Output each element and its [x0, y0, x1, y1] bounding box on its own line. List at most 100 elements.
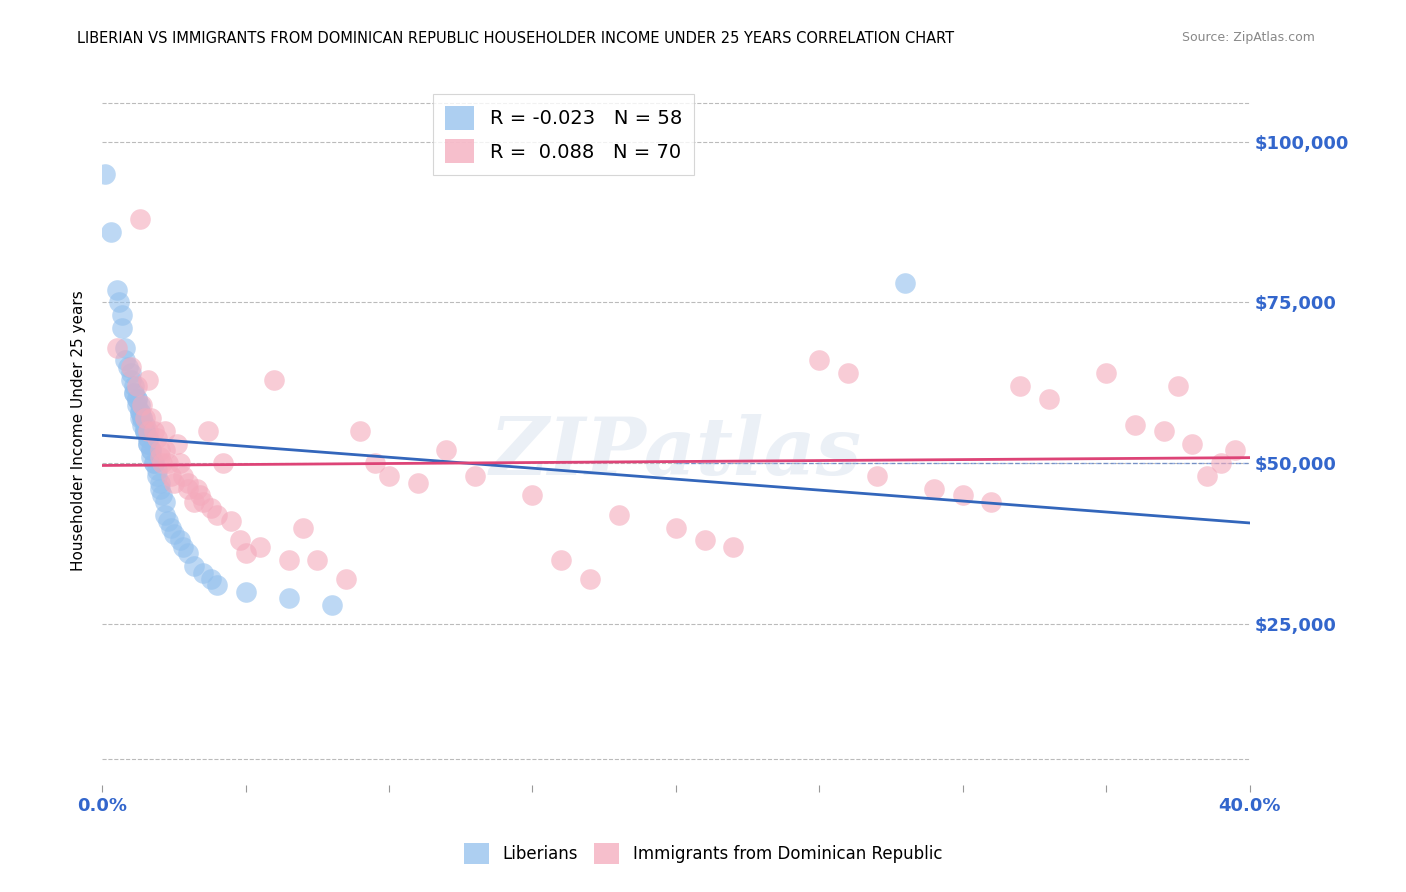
Point	[980, 495, 1002, 509]
Point	[152, 456, 174, 470]
Point	[166, 437, 188, 451]
Point	[134, 424, 156, 438]
Point	[122, 379, 145, 393]
Point	[142, 456, 165, 470]
Point	[177, 546, 200, 560]
Point	[105, 283, 128, 297]
Point	[128, 211, 150, 226]
Point	[155, 443, 177, 458]
Point	[894, 276, 917, 290]
Point	[157, 456, 180, 470]
Point	[155, 424, 177, 438]
Point	[134, 411, 156, 425]
Point	[235, 585, 257, 599]
Point	[188, 488, 211, 502]
Point	[579, 572, 602, 586]
Point	[117, 359, 139, 374]
Point	[136, 437, 159, 451]
Point	[522, 488, 544, 502]
Point	[191, 566, 214, 580]
Point	[249, 540, 271, 554]
Point	[131, 398, 153, 412]
Point	[111, 309, 134, 323]
Point	[1123, 417, 1146, 432]
Point	[136, 424, 159, 438]
Point	[148, 475, 170, 490]
Point	[263, 373, 285, 387]
Point	[125, 392, 148, 406]
Point	[1010, 379, 1032, 393]
Point	[1167, 379, 1189, 393]
Point	[139, 443, 162, 458]
Point	[125, 392, 148, 406]
Point	[205, 508, 228, 522]
Point	[183, 495, 205, 509]
Point	[148, 443, 170, 458]
Point	[197, 424, 219, 438]
Legend: Liberians, Immigrants from Dominican Republic: Liberians, Immigrants from Dominican Rep…	[457, 837, 949, 871]
Point	[139, 450, 162, 464]
Text: LIBERIAN VS IMMIGRANTS FROM DOMINICAN REPUBLIC HOUSEHOLDER INCOME UNDER 25 YEARS: LIBERIAN VS IMMIGRANTS FROM DOMINICAN RE…	[77, 31, 955, 46]
Point	[148, 450, 170, 464]
Point	[155, 495, 177, 509]
Point	[1225, 443, 1247, 458]
Point	[837, 366, 859, 380]
Point	[364, 456, 387, 470]
Point	[131, 417, 153, 432]
Point	[808, 353, 831, 368]
Point	[1181, 437, 1204, 451]
Point	[172, 540, 194, 554]
Point	[1209, 456, 1232, 470]
Point	[160, 469, 183, 483]
Point	[163, 527, 186, 541]
Point	[134, 424, 156, 438]
Point	[125, 379, 148, 393]
Point	[108, 295, 131, 310]
Point	[1095, 366, 1118, 380]
Point	[128, 405, 150, 419]
Point	[134, 417, 156, 432]
Point	[160, 520, 183, 534]
Point	[177, 482, 200, 496]
Point	[145, 431, 167, 445]
Legend: R = -0.023   N = 58, R =  0.088   N = 70: R = -0.023 N = 58, R = 0.088 N = 70	[433, 95, 693, 175]
Point	[693, 533, 716, 548]
Point	[94, 167, 117, 181]
Point	[607, 508, 630, 522]
Point	[120, 359, 142, 374]
Point	[183, 559, 205, 574]
Point	[277, 591, 299, 606]
Point	[134, 424, 156, 438]
Point	[142, 424, 165, 438]
Point	[200, 501, 222, 516]
Point	[114, 353, 136, 368]
Point	[122, 385, 145, 400]
Point	[177, 475, 200, 490]
Point	[128, 398, 150, 412]
Point	[464, 469, 486, 483]
Point	[191, 495, 214, 509]
Point	[349, 424, 371, 438]
Point	[307, 552, 329, 566]
Point	[211, 456, 233, 470]
Point	[1153, 424, 1175, 438]
Point	[120, 373, 142, 387]
Point	[378, 469, 401, 483]
Point	[111, 321, 134, 335]
Point	[221, 514, 243, 528]
Point	[131, 411, 153, 425]
Point	[1038, 392, 1060, 406]
Point	[406, 475, 429, 490]
Point	[866, 469, 889, 483]
Point	[139, 443, 162, 458]
Point	[665, 520, 688, 534]
Text: ZIPatlas: ZIPatlas	[489, 414, 862, 491]
Point	[145, 469, 167, 483]
Point	[152, 488, 174, 502]
Point	[139, 411, 162, 425]
Point	[122, 385, 145, 400]
Point	[1195, 469, 1218, 483]
Point	[436, 443, 458, 458]
Point	[335, 572, 357, 586]
Point	[128, 411, 150, 425]
